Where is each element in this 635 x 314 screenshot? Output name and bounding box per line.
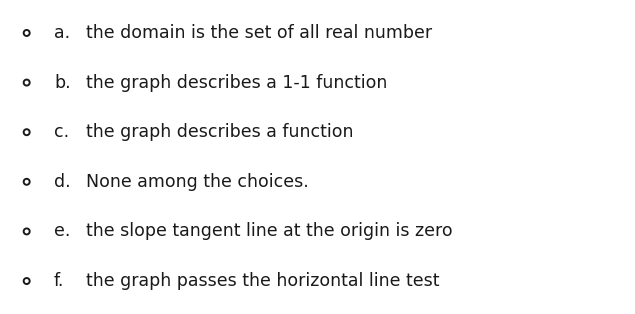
Text: d.: d. <box>54 173 70 191</box>
Text: the graph passes the horizontal line test: the graph passes the horizontal line tes… <box>86 272 439 290</box>
Text: the domain is the set of all real number: the domain is the set of all real number <box>86 24 432 42</box>
Circle shape <box>23 79 30 86</box>
Text: f.: f. <box>54 272 64 290</box>
Text: the slope tangent line at the origin is zero: the slope tangent line at the origin is … <box>86 222 452 241</box>
Text: the graph describes a 1-1 function: the graph describes a 1-1 function <box>86 73 387 92</box>
Text: e.: e. <box>54 222 70 241</box>
Text: None among the choices.: None among the choices. <box>86 173 309 191</box>
Circle shape <box>23 278 30 284</box>
Circle shape <box>23 30 30 36</box>
Text: the graph describes a function: the graph describes a function <box>86 123 353 141</box>
Circle shape <box>23 228 30 235</box>
Circle shape <box>23 129 30 135</box>
Text: b.: b. <box>54 73 70 92</box>
Circle shape <box>23 179 30 185</box>
Text: c.: c. <box>54 123 69 141</box>
Text: a.: a. <box>54 24 70 42</box>
